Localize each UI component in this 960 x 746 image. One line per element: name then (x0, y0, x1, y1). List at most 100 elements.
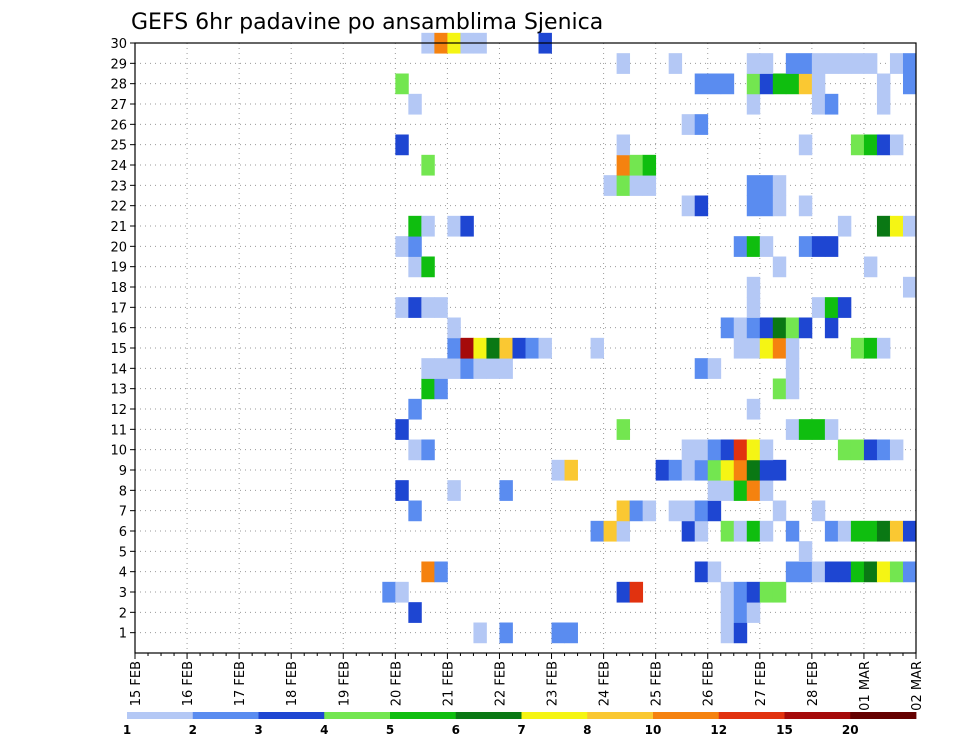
precip-cell (668, 500, 683, 522)
precip-cell (876, 439, 891, 461)
precip-cell (486, 358, 500, 379)
precip-cell (811, 500, 826, 522)
y-tick-label: 12 (110, 403, 127, 418)
precip-cell (694, 195, 709, 217)
colorbar-label: 12 (710, 723, 727, 737)
precip-cell (785, 378, 800, 400)
precip-cell (720, 480, 735, 501)
precip-cell (746, 317, 761, 339)
colorbar-segment (127, 712, 194, 719)
precip-cell (889, 53, 904, 74)
precip-cell (863, 134, 878, 156)
precip-cell (850, 520, 865, 542)
precip-cell (759, 53, 774, 74)
precip-cell (720, 73, 735, 95)
x-tick-label: 23 FEB (546, 661, 561, 706)
colorbar-label: 8 (583, 723, 591, 737)
y-tick-label: 16 (110, 322, 127, 337)
precip-cell (694, 439, 709, 461)
precip-cell (421, 378, 435, 400)
precip-cell (746, 520, 761, 542)
precip-cell (889, 561, 904, 583)
precip-cell (447, 358, 461, 379)
precip-cell (798, 317, 813, 339)
precip-cell (772, 337, 787, 359)
precip-cell (395, 480, 409, 501)
precip-cell (811, 236, 826, 257)
precip-cell (499, 480, 513, 501)
precip-cell (759, 195, 774, 217)
precip-cell (876, 520, 891, 542)
y-tick-label: 15 (110, 342, 127, 357)
x-tick-label: 15 FEB (129, 661, 144, 706)
precip-cell (707, 480, 722, 501)
precip-cell (733, 439, 748, 461)
precip-cell (772, 195, 787, 217)
precip-cell (408, 256, 422, 278)
precip-cell (629, 154, 644, 176)
precip-cell (889, 520, 904, 542)
precip-cell (837, 520, 852, 542)
colorbar-segment (718, 712, 785, 719)
precip-cell (772, 378, 787, 400)
precip-cell (811, 561, 826, 583)
y-tick-label: 4 (119, 566, 127, 581)
precip-cell (824, 561, 839, 583)
precip-cell (837, 439, 852, 461)
precip-cell (616, 134, 631, 156)
precip-cell (408, 236, 422, 257)
precip-cell (902, 561, 917, 583)
x-tick-label: 01 MAR (858, 661, 873, 711)
precip-cell (876, 337, 891, 359)
colorbar-segment (192, 712, 259, 719)
precip-cell (616, 53, 631, 74)
precip-cell (759, 73, 774, 95)
y-tick-label: 22 (110, 200, 127, 215)
precip-cell (733, 337, 748, 359)
precip-cell (616, 581, 631, 603)
y-tick-label: 21 (110, 220, 127, 235)
y-tick-label: 13 (110, 383, 127, 398)
y-tick-label: 1 (119, 627, 127, 642)
precip-cell (694, 114, 709, 135)
colorbar-segment (587, 712, 654, 719)
precip-cell (733, 520, 748, 542)
precip-cell (798, 195, 813, 217)
precip-cell (434, 378, 448, 400)
precip-cell (642, 154, 657, 176)
precip-cell (707, 459, 722, 481)
precip-cell (811, 53, 826, 74)
precip-cell (733, 622, 748, 644)
precip-cell (434, 297, 448, 318)
precip-cell (694, 459, 709, 481)
colorbar-label: 7 (517, 723, 525, 737)
y-tick-label: 14 (110, 362, 127, 377)
precip-cell (850, 337, 865, 359)
x-tick-label: 18 FEB (285, 661, 300, 706)
precip-cell (746, 53, 761, 74)
x-tick-label: 24 FEB (598, 661, 613, 706)
precip-cell (408, 602, 422, 623)
y-tick-label: 6 (119, 525, 127, 540)
precip-cell (772, 459, 787, 481)
precip-cell (720, 317, 735, 339)
precip-cell (824, 53, 839, 74)
precip-cell (746, 195, 761, 217)
precip-cell (408, 439, 422, 461)
precip-cell (746, 337, 761, 359)
precip-cell (395, 419, 409, 440)
precip-cell (421, 561, 435, 583)
precip-cell (447, 480, 461, 501)
precip-cell (499, 337, 513, 359)
cells-layer (382, 32, 917, 644)
precip-cell (434, 358, 448, 379)
precip-cell (447, 317, 461, 339)
colorbar-segment (784, 712, 851, 719)
y-tick-label: 24 (110, 159, 127, 174)
precip-cell (850, 134, 865, 156)
precip-cell (499, 622, 513, 644)
precip-cell (720, 622, 735, 644)
precip-cell (395, 236, 409, 257)
